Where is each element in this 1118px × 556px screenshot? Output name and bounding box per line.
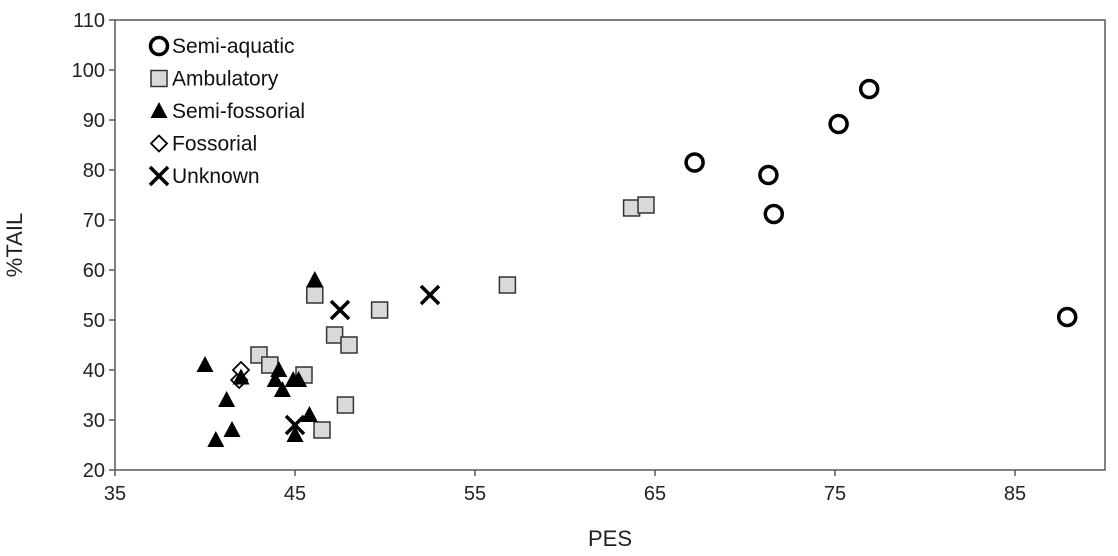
point-semi-fossorial <box>266 371 284 387</box>
legend: Semi-aquatic Ambulatory Semi-fossorial Foss… <box>148 35 305 188</box>
legend-marker-unknown <box>148 165 170 187</box>
point-ambulatory <box>325 326 344 344</box>
point-semi-aquatic <box>858 78 880 100</box>
y-tick-label: 70 <box>83 210 105 232</box>
x-axis-title: PES <box>588 526 632 551</box>
data-points <box>196 78 1078 447</box>
legend-label-ambulatory: Ambulatory <box>172 68 279 91</box>
x-tick-label: 85 <box>1004 483 1026 505</box>
point-ambulatory <box>336 396 355 414</box>
point-unknown <box>284 414 306 436</box>
point-unknown <box>329 299 351 321</box>
point-unknown <box>419 284 441 306</box>
legend-label-semi-fossorial: Semi-fossorial <box>172 100 305 123</box>
legend-marker-ambulatory <box>150 69 168 88</box>
x-tick-label: 65 <box>644 483 666 505</box>
x-tick-label: 35 <box>104 483 126 505</box>
y-axis-title: %TAIL <box>2 213 27 277</box>
point-semi-fossorial <box>223 421 241 437</box>
point-ambulatory <box>498 276 517 294</box>
legend-label-fossorial: Fossorial <box>172 133 257 156</box>
x-tick-label: 75 <box>824 483 846 505</box>
point-semi-fossorial <box>270 361 288 377</box>
plot-frame <box>114 19 1106 471</box>
point-ambulatory <box>370 301 389 319</box>
x-tick-label: 55 <box>464 483 486 505</box>
y-tick-label: 40 <box>83 360 105 382</box>
point-semi-fossorial <box>232 368 250 385</box>
point-semi-fossorial <box>207 431 225 447</box>
point-semi-aquatic <box>758 164 779 186</box>
y-tick-label: 100 <box>72 60 105 82</box>
point-semi-aquatic <box>828 113 849 135</box>
x-tick-label: 45 <box>284 483 306 505</box>
point-semi-aquatic <box>763 203 785 225</box>
x-axis-ticks: 35 45 55 65 75 85 <box>104 470 1026 505</box>
point-ambulatory <box>313 421 331 439</box>
point-semi-fossorial <box>306 271 324 287</box>
legend-label-unknown: Unknown <box>172 165 260 188</box>
y-tick-label: 110 <box>73 10 105 32</box>
point-ambulatory <box>637 196 655 214</box>
legend-marker-semi-aquatic <box>148 35 170 57</box>
legend-marker-fossorial <box>149 134 169 153</box>
y-tick-label: 80 <box>83 160 105 182</box>
y-tick-label: 50 <box>83 310 105 332</box>
point-ambulatory <box>622 199 641 217</box>
point-semi-fossorial <box>300 406 318 422</box>
y-tick-label: 30 <box>83 410 105 432</box>
y-tick-label: 20 <box>83 460 105 482</box>
point-ambulatory <box>340 336 358 354</box>
point-semi-aquatic <box>684 152 705 173</box>
point-semi-fossorial <box>218 391 236 407</box>
point-semi-fossorial <box>286 426 304 442</box>
point-semi-fossorial <box>273 381 291 397</box>
point-semi-aquatic <box>1056 306 1078 328</box>
legend-label-semi-aquatic: Semi-aquatic <box>172 35 295 58</box>
y-tick-label: 90 <box>83 110 105 132</box>
y-tick-label: 60 <box>83 260 105 282</box>
y-axis-ticks: 20 30 40 50 60 70 80 90 100 110 <box>72 10 115 482</box>
point-semi-fossorial <box>290 371 308 387</box>
point-ambulatory <box>306 286 324 304</box>
point-semi-fossorial <box>196 356 214 372</box>
legend-marker-semi-fossorial <box>150 102 168 118</box>
